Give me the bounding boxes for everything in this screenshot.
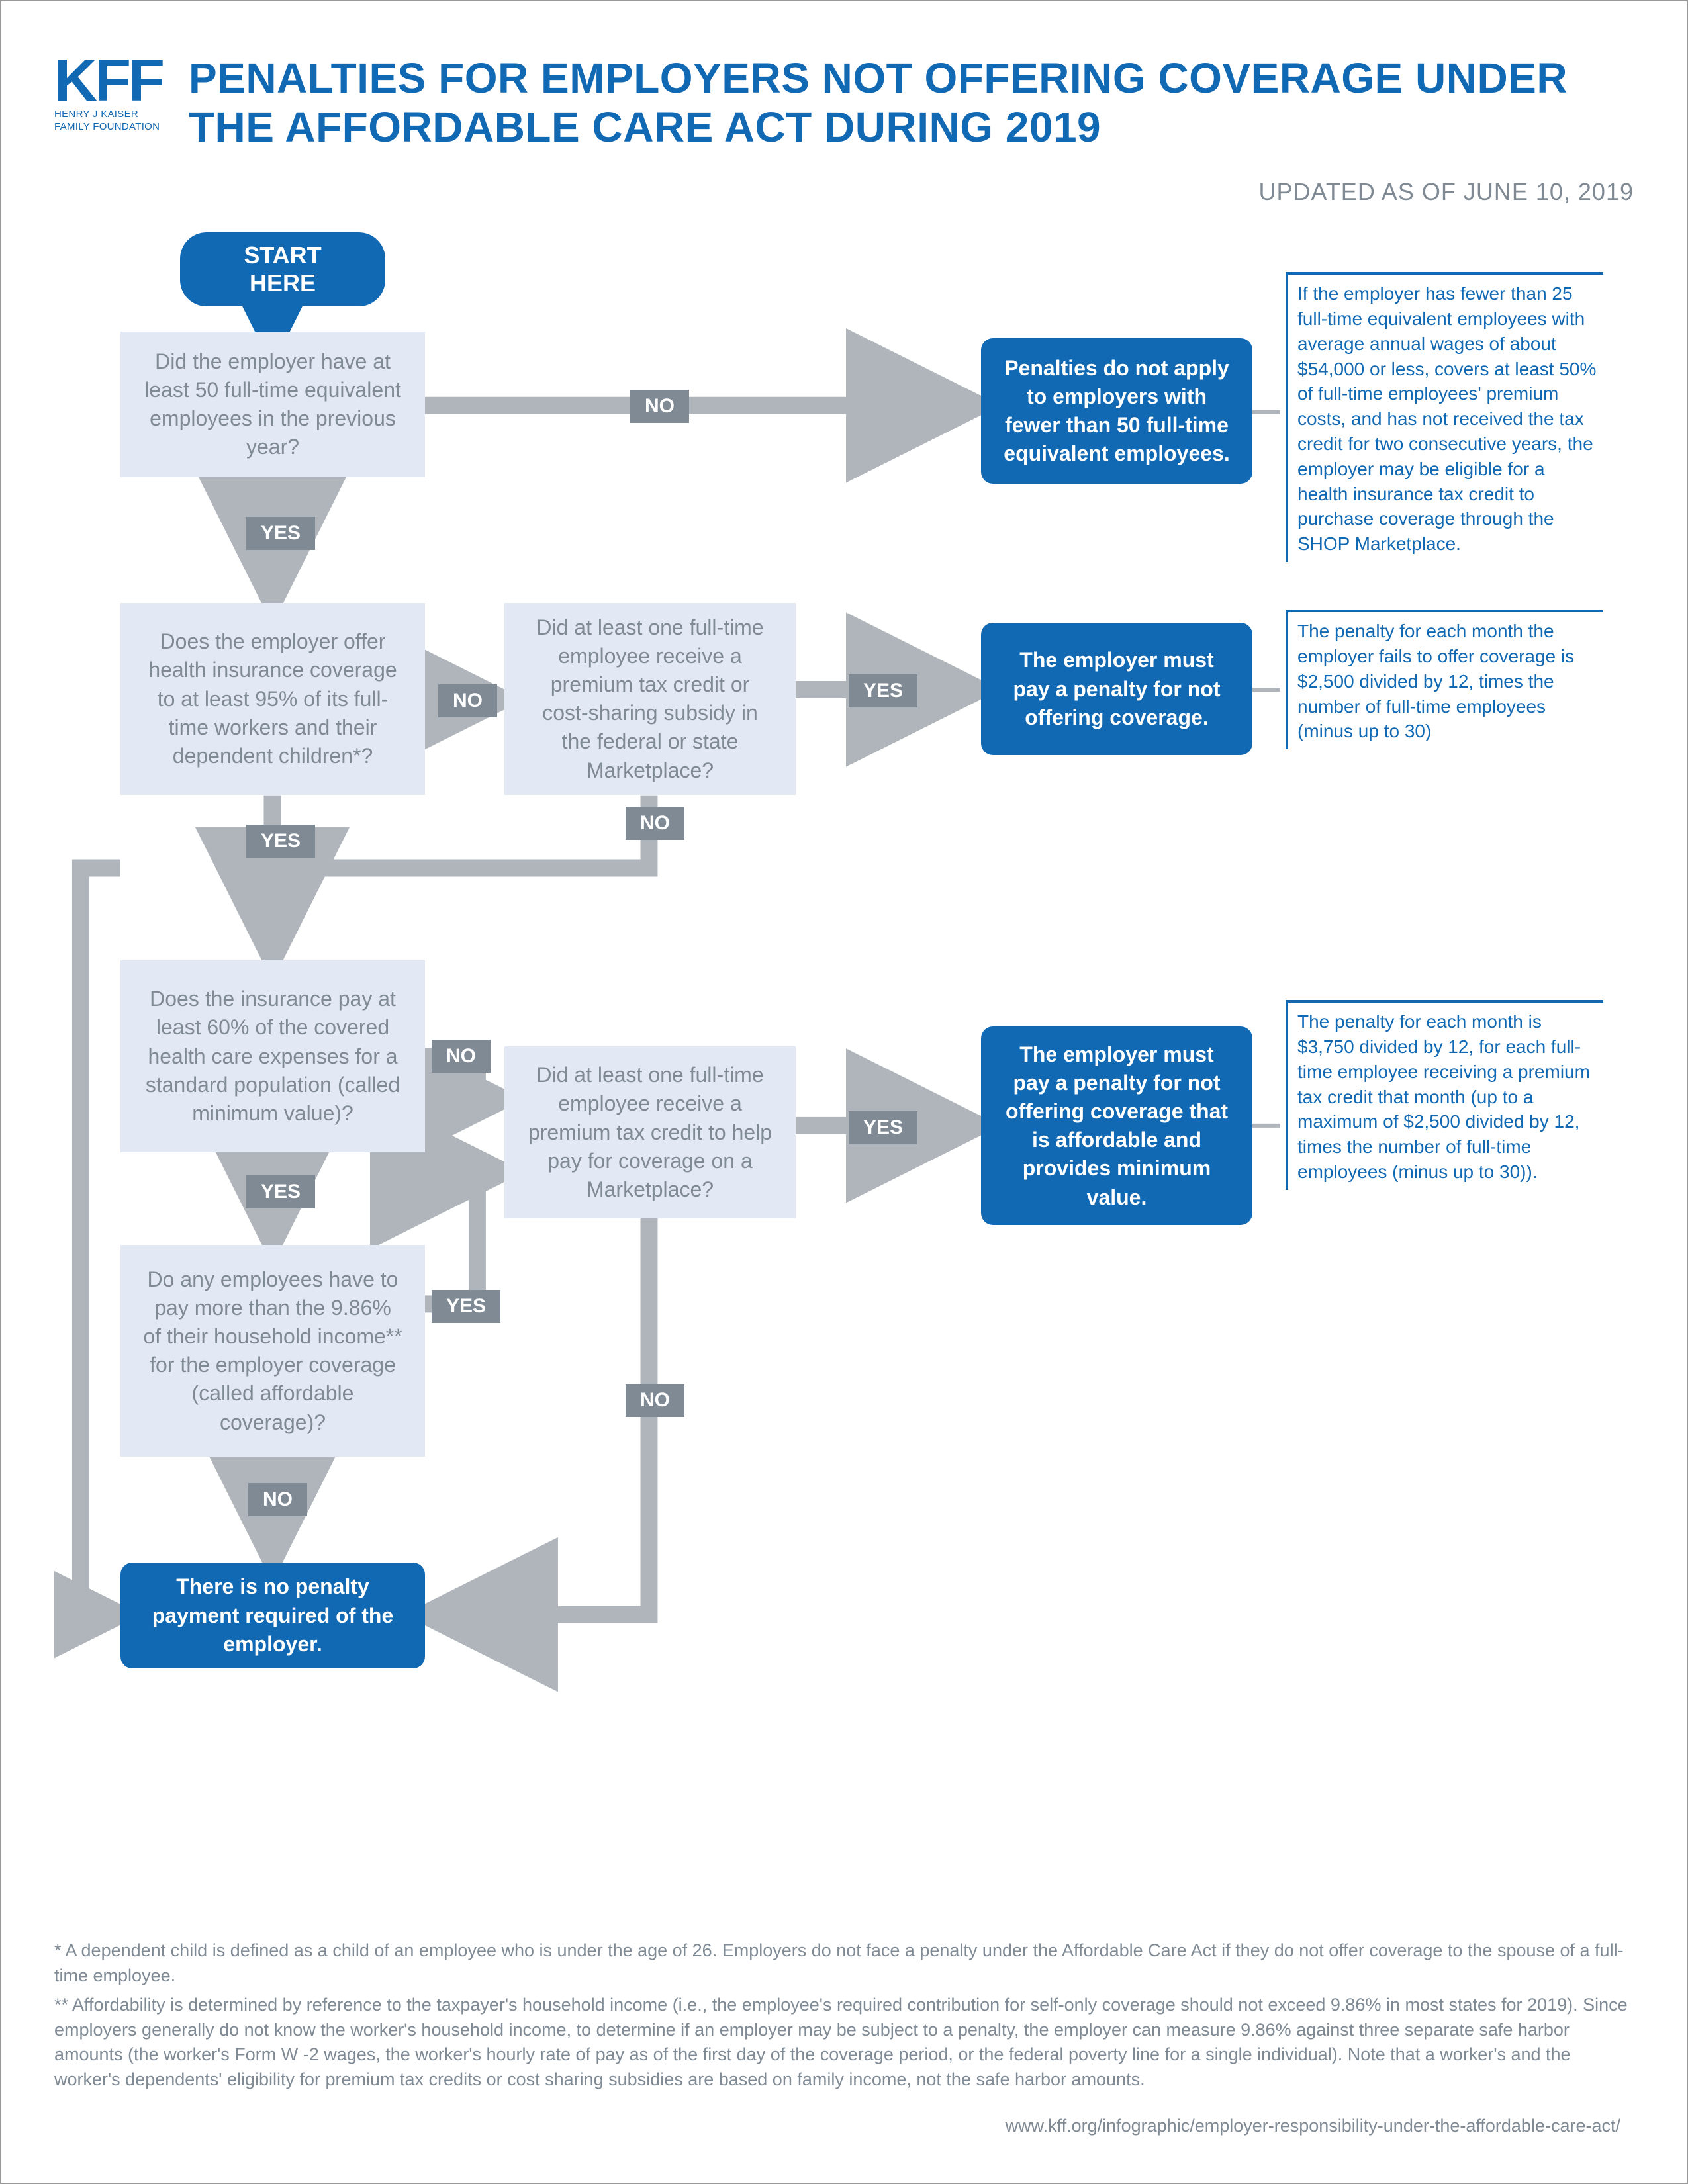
q6-received-ptc: Did at least one full-time employee rece… xyxy=(504,1046,796,1218)
side2-penalty-2500: The penalty for each month the employer … xyxy=(1286,610,1603,749)
yn-no: NO xyxy=(438,684,497,717)
out1-no-penalty-small: Penalties do not apply to employers with… xyxy=(981,338,1252,484)
logo-sub2: FAMILY FOUNDATION xyxy=(54,122,162,133)
yn-yes: YES xyxy=(246,825,315,858)
kff-logo: KFF HENRY J KAISER FAMILY FOUNDATION xyxy=(54,54,162,132)
yn-no: NO xyxy=(626,807,684,840)
yn-no: NO xyxy=(630,390,689,423)
q4-minimum-value: Does the insurance pay at least 60% of t… xyxy=(120,960,425,1152)
q2-offers-coverage: Does the employer offer health insurance… xyxy=(120,603,425,795)
yn-yes: YES xyxy=(246,1175,315,1208)
side1-shop-credit: If the employer has fewer than 25 full-t… xyxy=(1286,272,1603,562)
yn-yes: YES xyxy=(246,517,315,550)
footnotes: * A dependent child is defined as a chil… xyxy=(54,1938,1634,2097)
start-here: START HERE xyxy=(180,232,385,306)
out3-penalty-not-affordable: The employer must pay a penalty for not … xyxy=(981,1026,1252,1225)
q5-affordable-coverage: Do any employees have to pay more than t… xyxy=(120,1245,425,1457)
footnote-1: * A dependent child is defined as a chil… xyxy=(54,1938,1634,1989)
side3-penalty-3750: The penalty for each month is $3,750 div… xyxy=(1286,1000,1603,1190)
logo-main: KFF xyxy=(54,54,162,108)
updated-date: UPDATED AS OF JUNE 10, 2019 xyxy=(54,178,1634,206)
yn-yes: YES xyxy=(849,1111,917,1144)
header: KFF HENRY J KAISER FAMILY FOUNDATION PEN… xyxy=(54,54,1634,152)
flowchart-canvas: START HERE Did the employer have at leas… xyxy=(54,232,1634,1900)
yn-no: NO xyxy=(248,1483,307,1516)
out2-penalty-no-offer: The employer must pay a penalty for not … xyxy=(981,623,1252,755)
footnote-2: ** Affordability is determined by refere… xyxy=(54,1993,1634,2093)
q3-received-ptc-subsidy: Did at least one full-time employee rece… xyxy=(504,603,796,795)
page-title: PENALTIES FOR EMPLOYERS NOT OFFERING COV… xyxy=(189,54,1634,152)
source-url: www.kff.org/infographic/employer-respons… xyxy=(1006,2116,1620,2136)
yn-no: NO xyxy=(626,1384,684,1417)
yn-yes: YES xyxy=(432,1290,500,1323)
q1-fifty-fte: Did the employer have at least 50 full-t… xyxy=(120,332,425,477)
out4-no-penalty: There is no penalty payment required of … xyxy=(120,1563,425,1668)
yn-yes: YES xyxy=(849,674,917,707)
yn-no: NO xyxy=(432,1040,491,1073)
